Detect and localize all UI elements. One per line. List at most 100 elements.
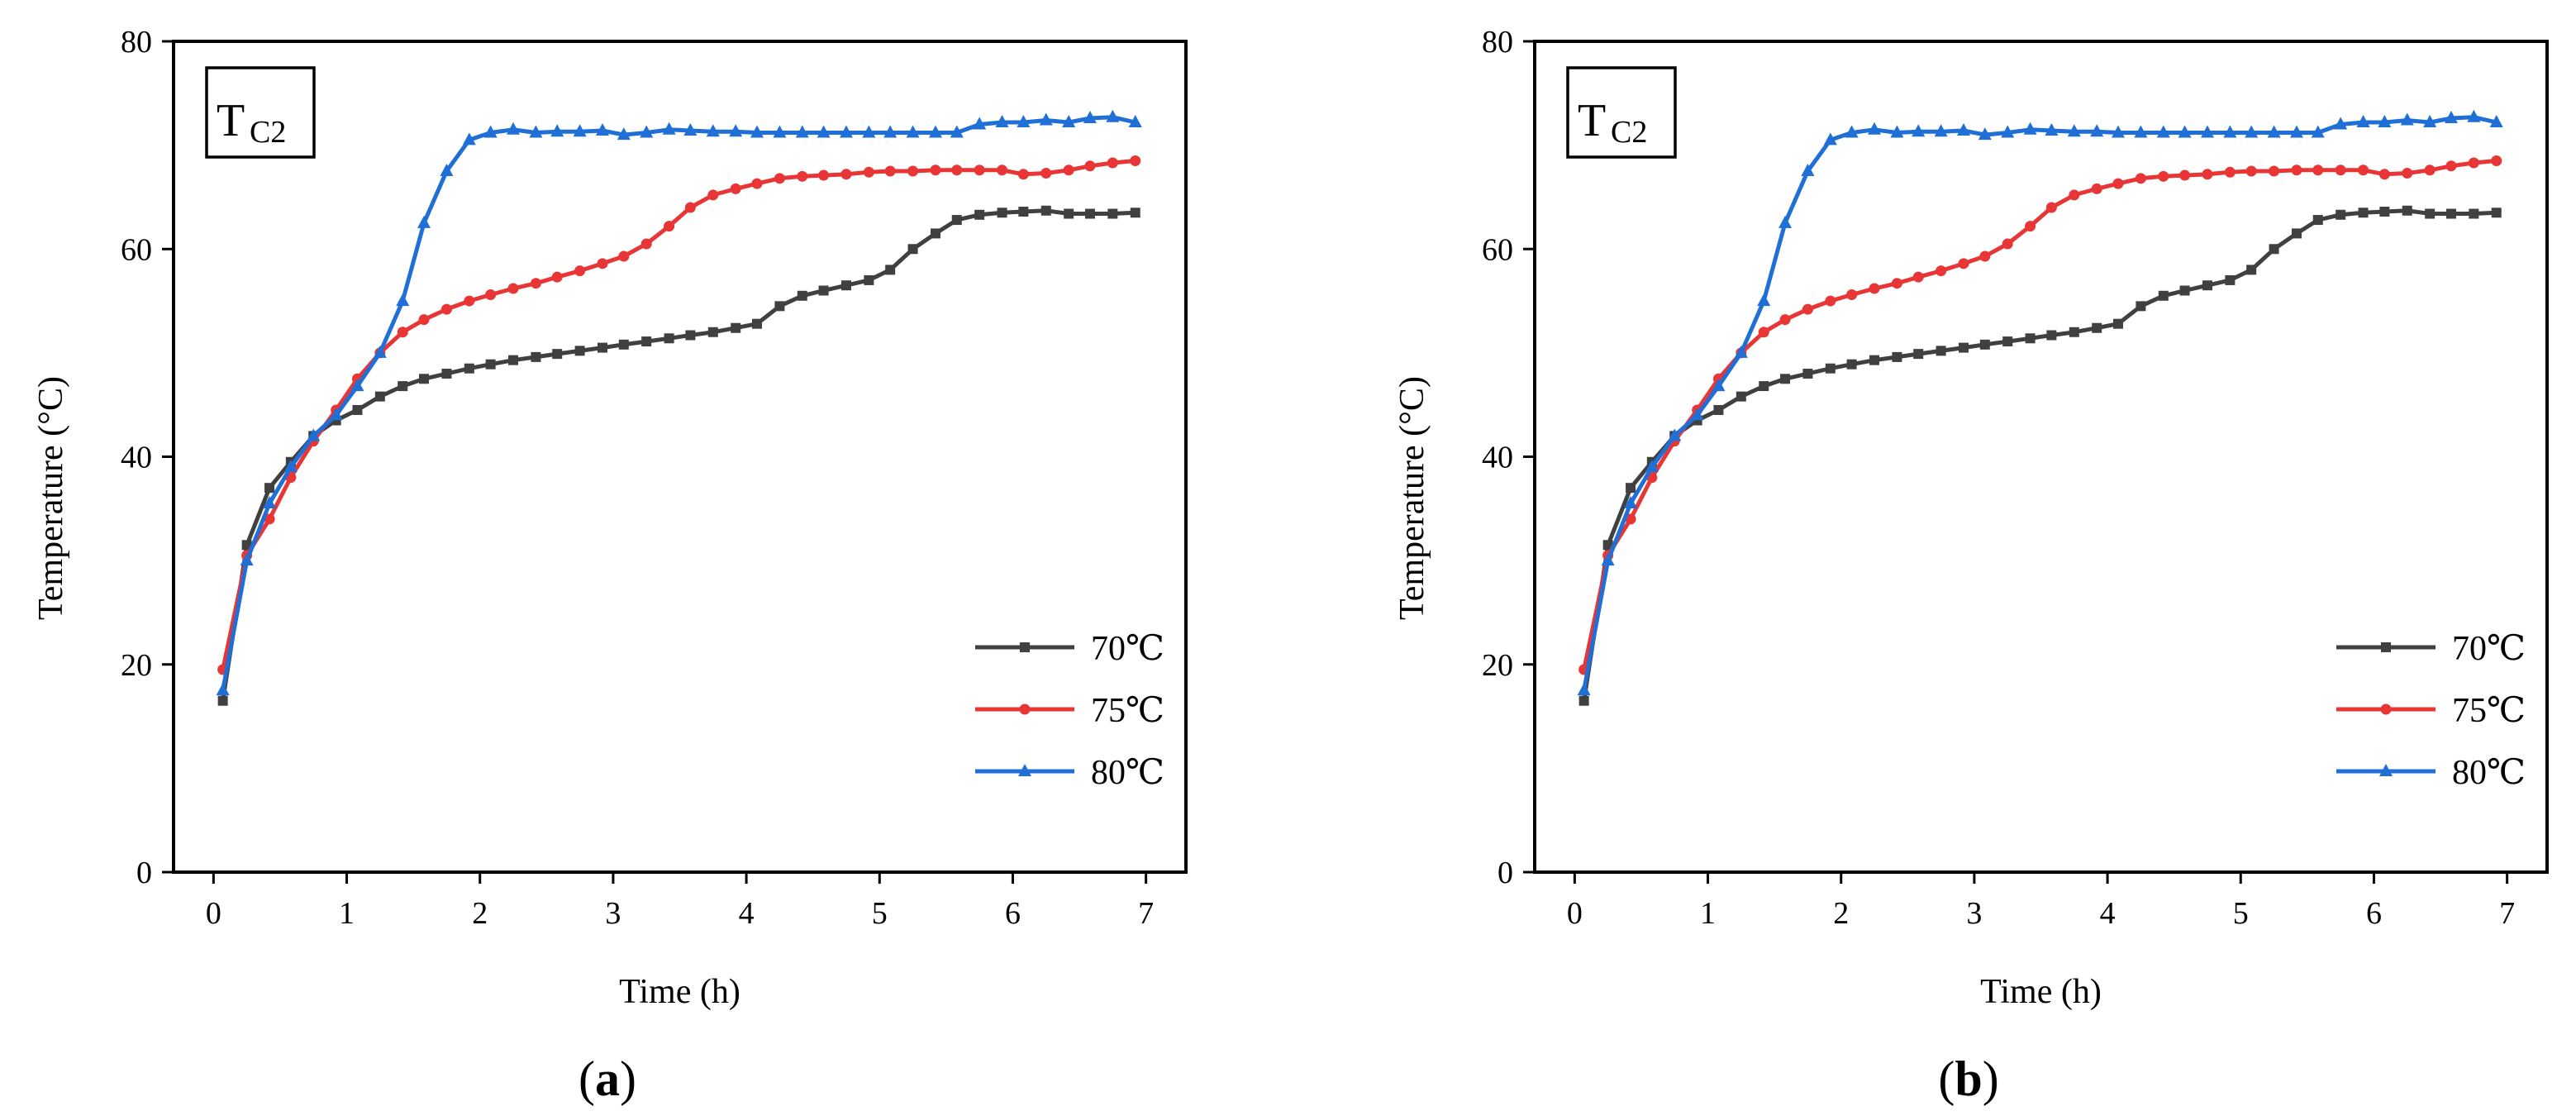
data-point-triangle [1757,293,1771,307]
data-point-circle [2045,202,2057,213]
data-point-square [930,228,940,239]
data-point-circle [485,289,497,301]
data-point-triangle [1845,125,1859,138]
data-point-triangle [2400,112,2414,126]
data-point-square [2469,208,2479,219]
legend-label: 70℃ [2452,630,2526,668]
data-point-triangle [2444,110,2458,123]
data-point-square [374,391,385,402]
data-point-triangle [1912,124,1926,137]
data-point-circle [707,189,719,201]
legend-marker [2380,703,2392,715]
data-point-square [508,355,519,365]
data-point-square [2336,209,2346,220]
data-point-square [441,369,452,379]
data-point-square [1892,351,1902,362]
data-point-square [1018,207,1029,217]
data-point-triangle [995,114,1009,127]
data-point-triangle [396,293,410,307]
data-point-circle [530,278,541,289]
data-point-square [1626,483,1636,494]
data-point-circle [884,165,896,177]
x-tick-label: 1 [339,896,355,931]
data-point-triangle [1712,379,1726,392]
data-point-circle [818,169,830,181]
y-tick-label: 20 [1482,648,1513,683]
data-point-square [598,342,608,353]
data-point-square [864,274,874,285]
data-point-triangle [950,125,964,138]
data-point-triangle [483,125,498,138]
data-point-circle [863,166,874,178]
data-point-square [1759,381,1769,392]
data-point-square [398,381,408,392]
data-point-square [2025,333,2036,344]
data-point-triangle [706,124,720,137]
y-tick-label: 40 [121,441,152,475]
data-point-square [1064,208,1074,219]
data-point-circle [397,327,408,338]
data-point-triangle [1017,114,1031,127]
data-point-circle [2224,166,2236,178]
data-point-square [1780,374,1791,384]
legend-label: 75℃ [1091,692,1164,730]
annotation-box [205,66,316,159]
data-point-triangle [729,124,743,137]
data-point-circle [2002,238,2013,250]
data-point-triangle [440,164,454,177]
data-point-square [1040,205,1051,216]
data-point-square [641,336,652,347]
y-tick-label: 40 [1482,441,1513,475]
data-point-triangle [1577,683,1591,696]
data-point-triangle [795,125,809,138]
x-tick-label: 7 [1138,896,1154,931]
data-point-triangle [263,496,277,509]
data-point-square [974,209,985,220]
data-point-square [2379,207,2390,217]
data-point-circle [597,258,608,269]
data-point-circle [1040,168,1052,179]
y-axis-title: Temperature (°C) [1393,376,1431,620]
annotation-box [1566,66,1677,159]
data-point-square [1107,208,1118,219]
data-point-circle [2402,168,2413,179]
data-point-circle [618,250,630,262]
data-point-square [1713,404,1724,415]
data-point-square [1979,339,1990,350]
series-line-circle [221,159,1136,670]
x-tick-label: 2 [1833,896,1849,931]
x-axis-title: Time (h) [619,973,740,1011]
data-point-circle [664,221,675,232]
data-point-circle [2112,178,2124,189]
data-point-circle [2069,189,2080,201]
data-point-circle [2269,165,2280,177]
x-tick-label: 6 [1005,896,1021,931]
data-point-square [618,339,629,350]
data-point-triangle [2289,125,2303,138]
data-point-circle [951,165,963,176]
data-point-circle [1802,303,1813,315]
panel-label-open: ( [1938,1052,1955,1106]
data-point-square [1959,342,1969,353]
data-point-circle [264,513,275,525]
data-point-circle [1825,295,1836,307]
data-point-triangle [2067,124,2081,137]
data-point-square [1846,359,1857,370]
data-point-circle [1758,327,1769,338]
data-point-triangle [2245,125,2259,138]
y-axis-title: Temperature (°C) [32,376,70,620]
data-point-circle [997,165,1008,176]
data-point-triangle [2045,123,2059,136]
data-point-circle [840,169,852,180]
data-point-square [907,244,918,255]
data-point-square [2136,301,2146,312]
data-point-circle [2491,155,2502,166]
data-point-circle [2445,160,2457,172]
data-point-triangle [617,127,631,141]
data-point-triangle [773,125,787,138]
data-point-triangle [240,553,254,566]
data-point-square [751,318,762,329]
data-point-square [1802,369,1813,379]
series-line-triangle [1582,115,2497,691]
data-point-circle [2158,170,2169,182]
